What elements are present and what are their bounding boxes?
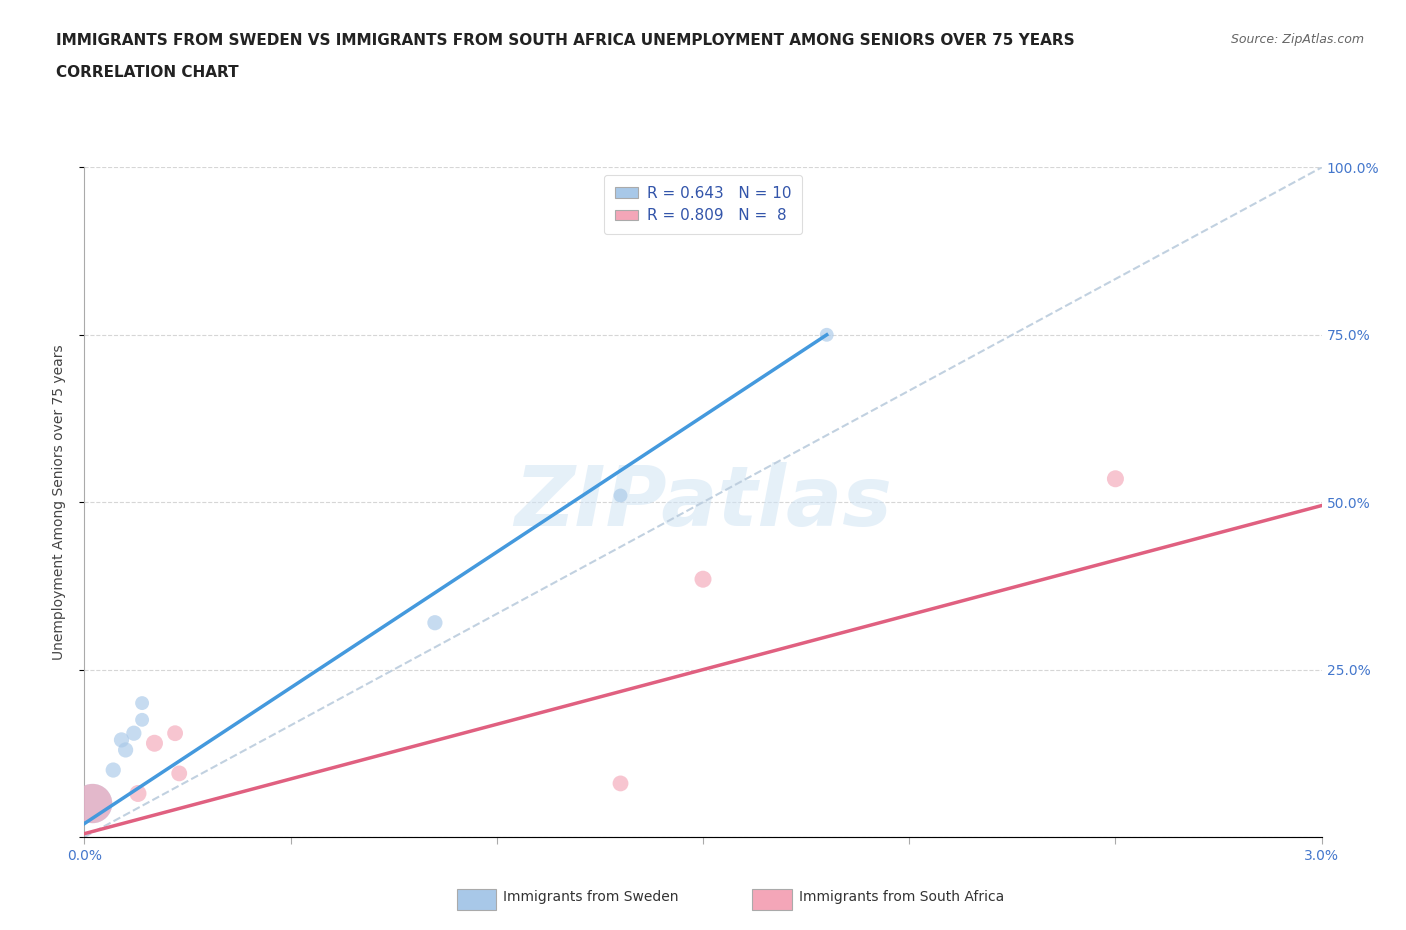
Legend: R = 0.643   N = 10, R = 0.809   N =  8: R = 0.643 N = 10, R = 0.809 N = 8	[605, 175, 801, 234]
Y-axis label: Unemployment Among Seniors over 75 years: Unemployment Among Seniors over 75 years	[52, 344, 66, 660]
Text: ZIPatlas: ZIPatlas	[515, 461, 891, 543]
Text: Immigrants from Sweden: Immigrants from Sweden	[503, 890, 679, 905]
Point	[692, 572, 714, 587]
Point	[103, 763, 125, 777]
Point	[815, 327, 838, 342]
Text: Source: ZipAtlas.com: Source: ZipAtlas.com	[1230, 33, 1364, 46]
Point	[143, 736, 166, 751]
Point	[82, 796, 104, 811]
Point	[1104, 472, 1126, 486]
Point	[122, 725, 145, 740]
Point	[131, 712, 153, 727]
Point	[165, 725, 187, 740]
Point	[114, 742, 136, 757]
Point	[131, 696, 153, 711]
Point	[127, 786, 149, 801]
Point	[423, 616, 446, 631]
Point	[167, 766, 190, 781]
Point	[110, 733, 132, 748]
Text: CORRELATION CHART: CORRELATION CHART	[56, 65, 239, 80]
Point	[609, 776, 631, 790]
Text: IMMIGRANTS FROM SWEDEN VS IMMIGRANTS FROM SOUTH AFRICA UNEMPLOYMENT AMONG SENIOR: IMMIGRANTS FROM SWEDEN VS IMMIGRANTS FRO…	[56, 33, 1074, 47]
Point	[609, 488, 631, 503]
Text: Immigrants from South Africa: Immigrants from South Africa	[799, 890, 1004, 905]
Point	[82, 796, 104, 811]
